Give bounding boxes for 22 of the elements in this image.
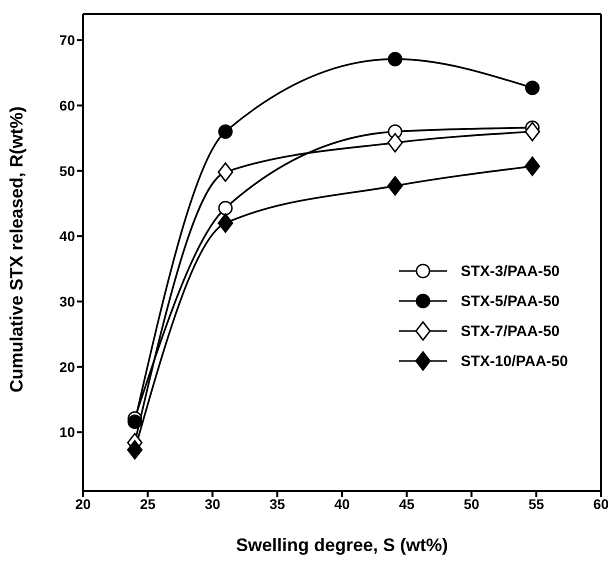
y-tick-label: 50 bbox=[59, 162, 76, 179]
x-tick-label: 60 bbox=[593, 496, 609, 512]
x-tick-label: 50 bbox=[464, 496, 480, 512]
y-tick-label: 30 bbox=[59, 293, 76, 310]
y-axis-title: Cumulative STX released, R(wt%) bbox=[6, 106, 26, 392]
x-tick-label: 35 bbox=[269, 496, 286, 512]
legend-label: STX-5/PAA-50 bbox=[460, 292, 560, 310]
x-tick-label: 55 bbox=[528, 496, 544, 512]
x-tick-label: 25 bbox=[140, 496, 156, 512]
x-tick-label: 30 bbox=[204, 496, 220, 512]
y-tick-label: 10 bbox=[59, 424, 76, 440]
legend-label: STX-3/PAA-50 bbox=[460, 262, 560, 280]
legend-label: STX-7/PAA-50 bbox=[460, 322, 560, 340]
x-axis-title: Swelling degree, S (wt%) bbox=[236, 535, 448, 555]
y-tick-label: 70 bbox=[59, 32, 76, 48]
legend-label: STX-10/PAA-50 bbox=[460, 352, 568, 370]
x-tick-label: 20 bbox=[75, 496, 91, 512]
x-tick-label: 40 bbox=[334, 496, 350, 512]
y-tick-label: 20 bbox=[59, 358, 76, 375]
x-tick-label: 45 bbox=[398, 496, 415, 512]
y-tick-label: 60 bbox=[59, 97, 76, 114]
y-tick-label: 40 bbox=[59, 228, 76, 244]
